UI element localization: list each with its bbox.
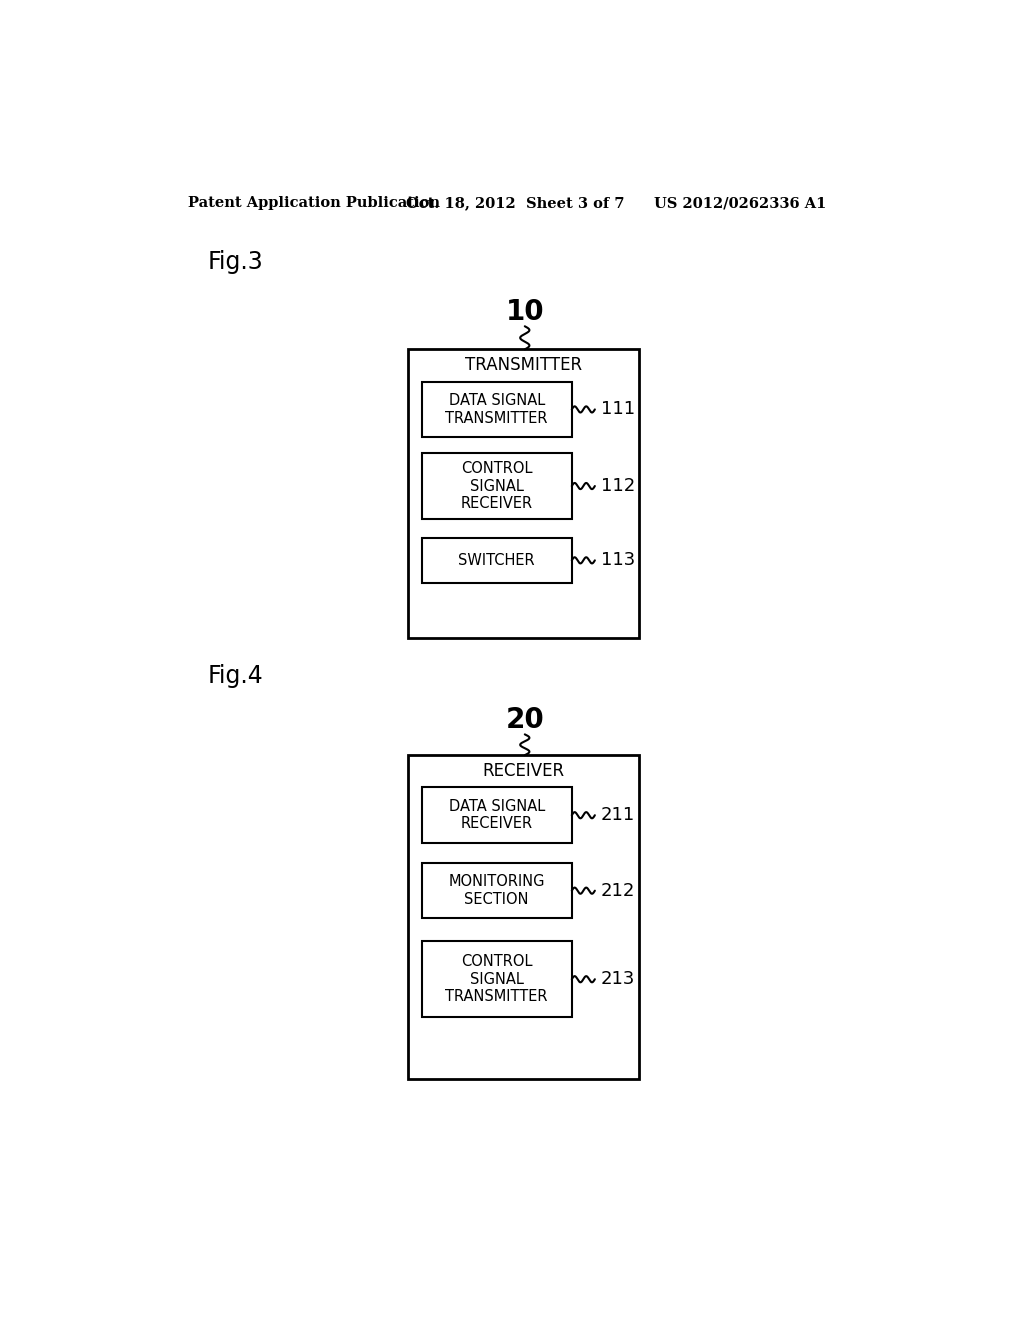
Bar (422, 381, 571, 437)
Text: SWITCHER: SWITCHER (459, 553, 535, 568)
Text: 111: 111 (601, 400, 635, 418)
Bar (422, 863, 571, 919)
Text: Patent Application Publication: Patent Application Publication (188, 197, 440, 210)
Text: 10: 10 (506, 298, 544, 326)
Text: RECEIVER: RECEIVER (482, 762, 564, 780)
Text: 20: 20 (506, 706, 544, 734)
Text: DATA SIGNAL
RECEIVER: DATA SIGNAL RECEIVER (449, 799, 545, 832)
Bar (422, 941, 571, 1016)
Text: MONITORING
SECTION: MONITORING SECTION (449, 874, 545, 907)
Text: 211: 211 (601, 807, 635, 824)
Bar (408, 350, 639, 638)
Text: DATA SIGNAL
TRANSMITTER: DATA SIGNAL TRANSMITTER (445, 393, 548, 425)
Text: Fig.4: Fig.4 (208, 664, 263, 688)
Bar (408, 755, 639, 1078)
Text: 113: 113 (601, 552, 635, 569)
Text: Fig.3: Fig.3 (208, 251, 263, 275)
Bar (422, 539, 571, 582)
Text: CONTROL
SIGNAL
TRANSMITTER: CONTROL SIGNAL TRANSMITTER (445, 954, 548, 1005)
Text: TRANSMITTER: TRANSMITTER (465, 356, 582, 374)
Bar (422, 788, 571, 843)
Text: 112: 112 (601, 477, 635, 495)
Bar (422, 453, 571, 519)
Text: Oct. 18, 2012  Sheet 3 of 7: Oct. 18, 2012 Sheet 3 of 7 (407, 197, 625, 210)
Text: CONTROL
SIGNAL
RECEIVER: CONTROL SIGNAL RECEIVER (461, 461, 532, 511)
Text: 212: 212 (601, 882, 636, 900)
Text: US 2012/0262336 A1: US 2012/0262336 A1 (654, 197, 826, 210)
Text: 213: 213 (601, 970, 636, 989)
